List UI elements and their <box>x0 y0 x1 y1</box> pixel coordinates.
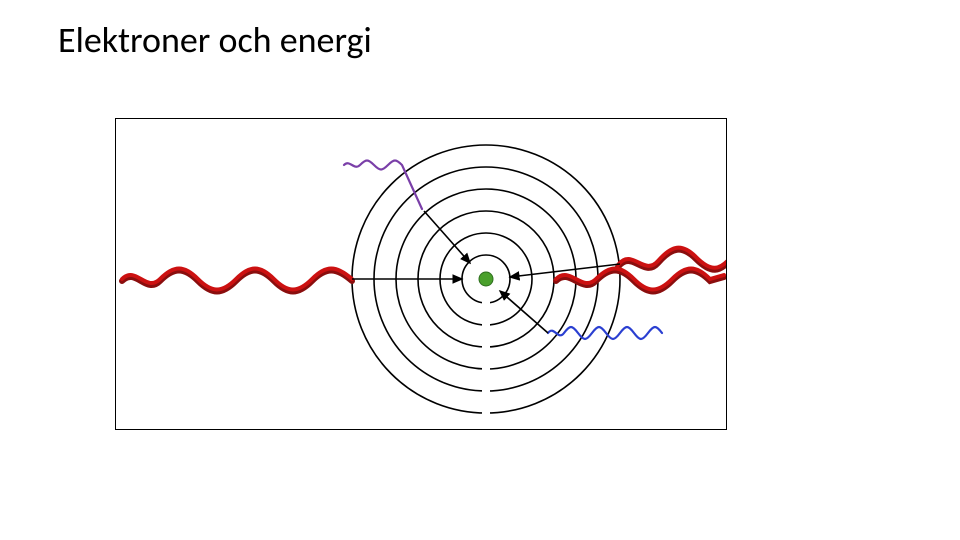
orbit-gap <box>482 345 490 349</box>
orbit-gap <box>482 367 490 371</box>
orbit-gap <box>482 301 490 305</box>
photon-wave <box>548 327 662 339</box>
atom-diagram-svg <box>116 119 726 429</box>
orbit-gap <box>482 323 490 327</box>
photon-arrow <box>500 291 548 333</box>
orbit-gap <box>482 411 490 415</box>
nucleus <box>479 272 493 286</box>
orbit-gap <box>482 389 490 393</box>
slide: Elektroner och energi <box>0 0 960 540</box>
atom-diagram-frame <box>115 118 727 430</box>
slide-title: Elektroner och energi <box>58 18 372 62</box>
